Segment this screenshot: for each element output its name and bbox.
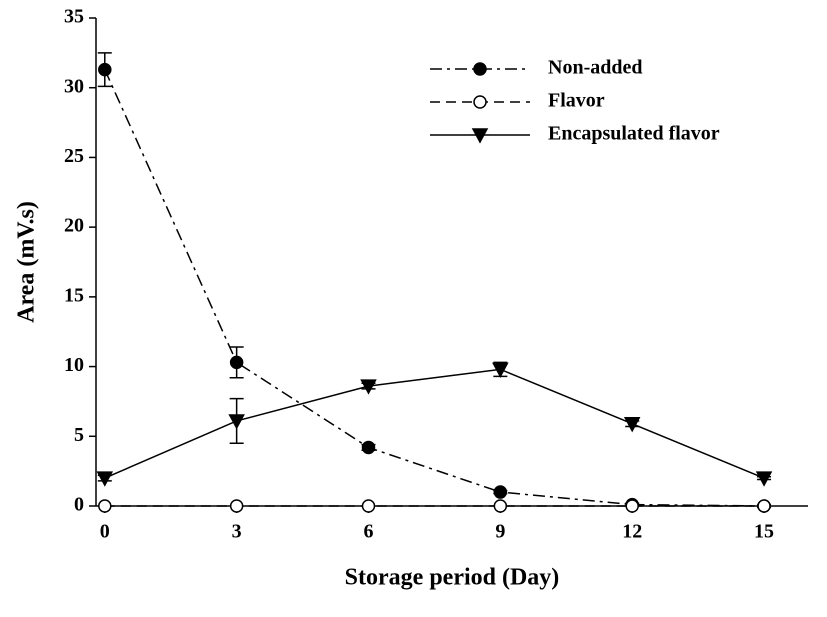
- y-tick-label: 10: [64, 354, 84, 376]
- marker: [755, 471, 773, 487]
- y-axis-label: Area (mV.s): [14, 201, 40, 323]
- y-tick-label: 35: [64, 6, 84, 28]
- marker: [473, 62, 487, 76]
- series-line: [104, 69, 765, 507]
- marker: [98, 62, 112, 77]
- marker: [361, 440, 376, 455]
- y-tick-label: 5: [74, 424, 84, 446]
- y-tick-label: 30: [64, 75, 84, 97]
- marker: [473, 95, 487, 109]
- marker: [360, 379, 377, 395]
- marker: [229, 499, 244, 513]
- marker: [625, 499, 639, 513]
- series-line: [104, 368, 765, 479]
- y-tick-label: 0: [74, 494, 84, 516]
- marker: [96, 471, 114, 487]
- x-tick-label: 12: [622, 521, 642, 543]
- y-tick-label: 15: [64, 284, 84, 306]
- legend-label: Non-added: [548, 57, 642, 79]
- y-tick-label: 25: [64, 145, 84, 167]
- marker: [228, 414, 245, 430]
- y-tick-label: 20: [64, 215, 84, 237]
- marker: [493, 499, 508, 513]
- x-tick-label: 3: [232, 521, 242, 543]
- marker: [757, 499, 771, 513]
- marker: [471, 128, 489, 144]
- legend-label: Flavor: [548, 90, 605, 112]
- marker: [623, 416, 641, 433]
- marker: [492, 362, 509, 378]
- marker: [361, 499, 376, 513]
- x-tick-label: 6: [363, 521, 373, 543]
- x-axis-label: Storage period (Day): [345, 565, 560, 591]
- marker: [229, 355, 244, 370]
- x-tick-label: 9: [495, 521, 505, 543]
- x-tick-label: 15: [754, 521, 774, 543]
- x-tick-label: 0: [100, 521, 110, 543]
- marker: [98, 499, 112, 513]
- legend-label: Encapsulated flavor: [548, 123, 720, 145]
- marker: [493, 485, 508, 499]
